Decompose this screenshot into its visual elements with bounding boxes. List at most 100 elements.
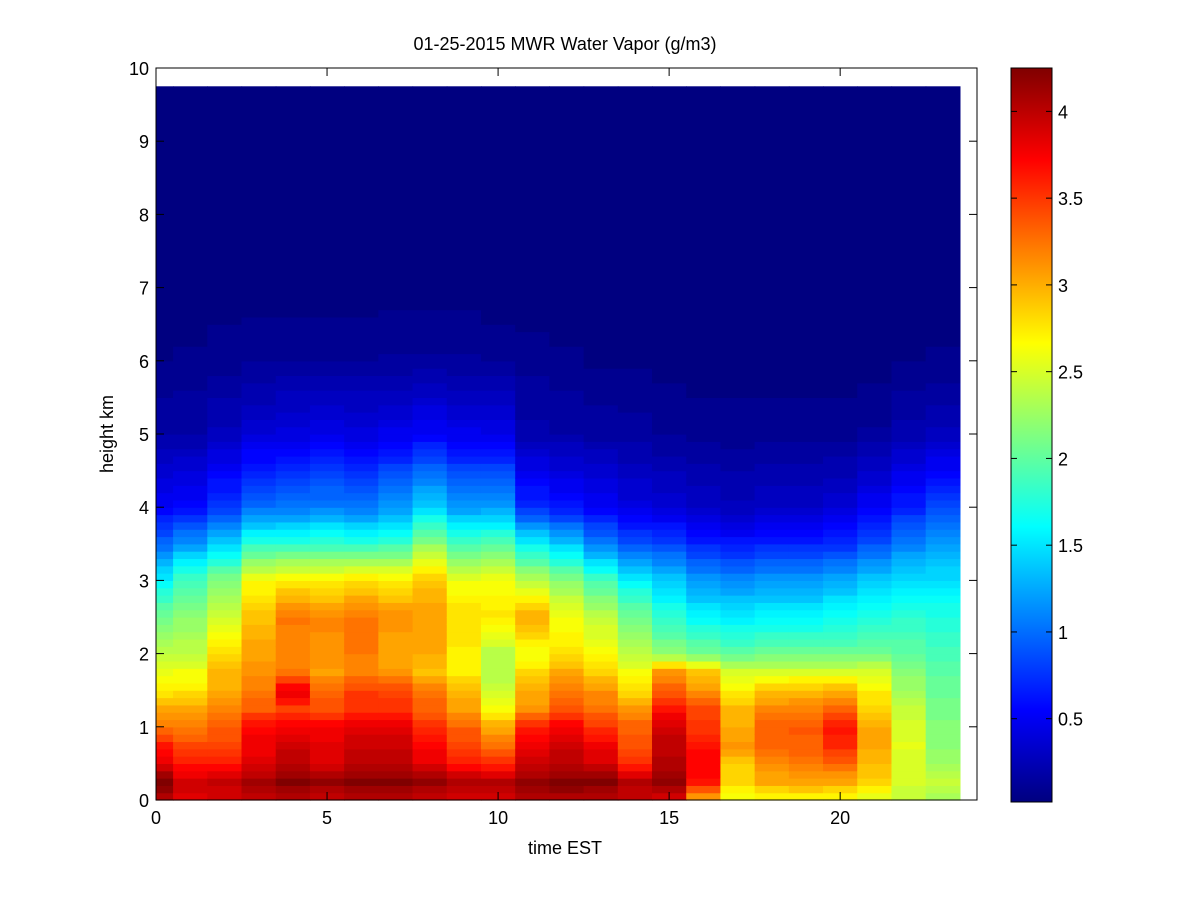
heatmap-cell [207, 221, 243, 230]
heatmap-cell [173, 543, 208, 552]
heatmap-cell [925, 294, 961, 303]
heatmap-cell [344, 119, 379, 128]
heatmap-cell [275, 346, 311, 355]
heatmap-cell [686, 463, 722, 472]
heatmap-cell [173, 617, 208, 625]
heatmap-cell [857, 368, 893, 377]
heatmap-cell [891, 331, 927, 340]
heatmap-cell [446, 126, 482, 135]
heatmap-cell [720, 97, 756, 106]
heatmap-cell [156, 426, 174, 435]
heatmap-cell [309, 646, 345, 655]
heatmap-cell [652, 704, 687, 713]
heatmap-cell [720, 719, 756, 728]
heatmap-cell [446, 470, 482, 479]
heatmap-cell [754, 390, 790, 398]
heatmap-cell [207, 778, 243, 786]
heatmap-cell [583, 302, 619, 311]
heatmap-cell [617, 346, 653, 355]
heatmap-cell [549, 477, 585, 486]
heatmap-cell [173, 734, 208, 743]
heatmap-cell [207, 86, 243, 91]
heatmap-cell [925, 756, 961, 764]
heatmap-cell [378, 294, 414, 303]
heatmap-cell [412, 207, 448, 215]
heatmap-cell [686, 507, 722, 516]
heatmap-cell [515, 734, 550, 743]
heatmap-cell [344, 221, 379, 230]
heatmap-cell [720, 792, 756, 801]
heatmap-cell [344, 302, 379, 311]
heatmap-cell [720, 455, 756, 464]
heatmap-cell [788, 477, 824, 486]
heatmap-cell [309, 390, 345, 398]
heatmap-cell [480, 133, 516, 142]
heatmap-cell [207, 690, 243, 699]
heatmap-cell [652, 477, 687, 486]
heatmap-cell [344, 390, 379, 398]
heatmap-cell [549, 185, 585, 194]
heatmap-cell [720, 280, 756, 289]
heatmap-cell [480, 441, 516, 450]
heatmap-cell [207, 697, 243, 706]
heatmap-cell [412, 543, 448, 552]
heatmap-cell [754, 463, 790, 472]
heatmap-cell [925, 185, 961, 194]
heatmap-cell [446, 221, 482, 230]
heatmap-cell [378, 565, 414, 574]
heatmap-cell [515, 243, 550, 252]
heatmap-cell [156, 580, 174, 589]
heatmap-cell [925, 565, 961, 574]
heatmap-cell [344, 434, 379, 442]
heatmap-cell [412, 86, 448, 91]
heatmap-cell [925, 595, 961, 603]
heatmap-cell [412, 375, 448, 384]
heatmap-cell [754, 141, 790, 150]
heatmap-cell [241, 587, 277, 596]
heatmap-cell [857, 624, 893, 633]
heatmap-cell [480, 675, 516, 684]
heatmap-cell [480, 536, 516, 545]
heatmap-cell [652, 434, 687, 442]
heatmap-cell [378, 170, 414, 179]
heatmap-cell [241, 163, 277, 172]
heatmap-cell [823, 163, 858, 172]
heatmap-cell [891, 756, 927, 764]
heatmap-cell [823, 653, 858, 662]
heatmap-cell [344, 536, 379, 545]
heatmap-cell [480, 741, 516, 750]
heatmap-cell [412, 617, 448, 625]
heatmap-cell [925, 251, 961, 259]
heatmap-cell [686, 287, 722, 296]
heatmap-cell [156, 309, 174, 318]
heatmap-cell [344, 580, 379, 589]
heatmap-cell [156, 86, 174, 91]
heatmap-cell [823, 353, 858, 362]
heatmap-cell [241, 302, 277, 311]
heatmap-cell [549, 448, 585, 457]
heatmap-cell [891, 529, 927, 538]
heatmap-cell [549, 690, 585, 699]
heatmap-cell [156, 287, 174, 296]
heatmap-cell [823, 587, 858, 596]
heatmap-cell [891, 660, 927, 669]
heatmap-cell [173, 316, 208, 325]
heatmap-cell [583, 756, 619, 764]
heatmap-cell [788, 441, 824, 450]
heatmap-cell [754, 631, 790, 640]
heatmap-cell [720, 587, 756, 596]
heatmap-cell [446, 412, 482, 420]
heatmap-cell [344, 324, 379, 333]
heatmap-cell [583, 668, 619, 677]
heatmap-cell [241, 463, 277, 472]
heatmap-cell [173, 368, 208, 377]
heatmap-cell [412, 719, 448, 728]
heatmap-cell [754, 763, 790, 772]
heatmap-cell [617, 756, 653, 764]
heatmap-cell [686, 675, 722, 684]
heatmap-cell [891, 499, 927, 508]
heatmap-cell [309, 499, 345, 508]
heatmap-cell [344, 404, 379, 413]
heatmap-cell [617, 229, 653, 237]
heatmap-cell [173, 185, 208, 194]
